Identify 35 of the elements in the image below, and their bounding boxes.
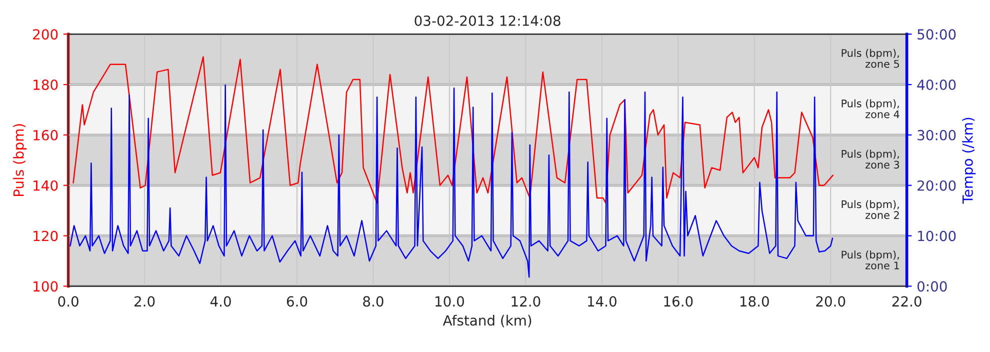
y2-tick-label: 50:00: [918, 29, 956, 40]
x-axis-title: Afstand (km): [442, 314, 532, 328]
x-tick-label: 10.0: [436, 296, 464, 307]
x-tick-label: 16.0: [664, 296, 693, 307]
y-tick-label: 160: [34, 130, 58, 140]
y-tick-label: 120: [34, 230, 58, 242]
x-tick-label: 22.0: [892, 296, 922, 307]
y2-axis-title: Tempo (/km): [962, 118, 976, 204]
x-tick-label: 12.0: [512, 296, 540, 307]
y2-tick-label: 30:00: [918, 130, 956, 140]
line-series: [72, 56, 834, 204]
x-tick-label: 18.0: [740, 296, 769, 307]
x-tick-label: 20.0: [816, 296, 846, 307]
band-label: Puls (bpm), zone 4: [842, 99, 900, 118]
y-tick-label: 200: [33, 29, 58, 40]
chart-title: 03-02-2013 12:14:08: [414, 16, 560, 26]
line-series: [70, 84, 834, 278]
x-tick-label: 6.0: [286, 296, 308, 307]
x-tick-label: 4.0: [210, 296, 231, 307]
band-label: Puls (bpm), zone 3: [842, 150, 900, 169]
x-tick-label: 0.0: [58, 296, 78, 307]
x-tick-label: 2.0: [134, 296, 155, 307]
y2-tick-label: 0:00: [917, 281, 947, 292]
band-label: Puls (bpm), zone 1: [842, 250, 899, 270]
y-tick-label: 180: [34, 80, 58, 90]
y2-tick-label: 10:00: [918, 230, 956, 242]
y2-tick-label: 20:00: [918, 180, 956, 191]
y2-tick-label: 40:00: [917, 80, 956, 90]
y-tick-label: 100: [34, 281, 58, 292]
band-label: Puls (bpm), zone 5: [842, 48, 899, 68]
x-tick-label: 8.0: [363, 296, 384, 307]
band-label: Puls (bpm), zone 2: [842, 200, 899, 220]
y-tick-label: 140: [34, 180, 58, 191]
x-tick-label: 14.0: [588, 296, 616, 307]
y-axis-title: Puls (bpm): [13, 124, 27, 196]
